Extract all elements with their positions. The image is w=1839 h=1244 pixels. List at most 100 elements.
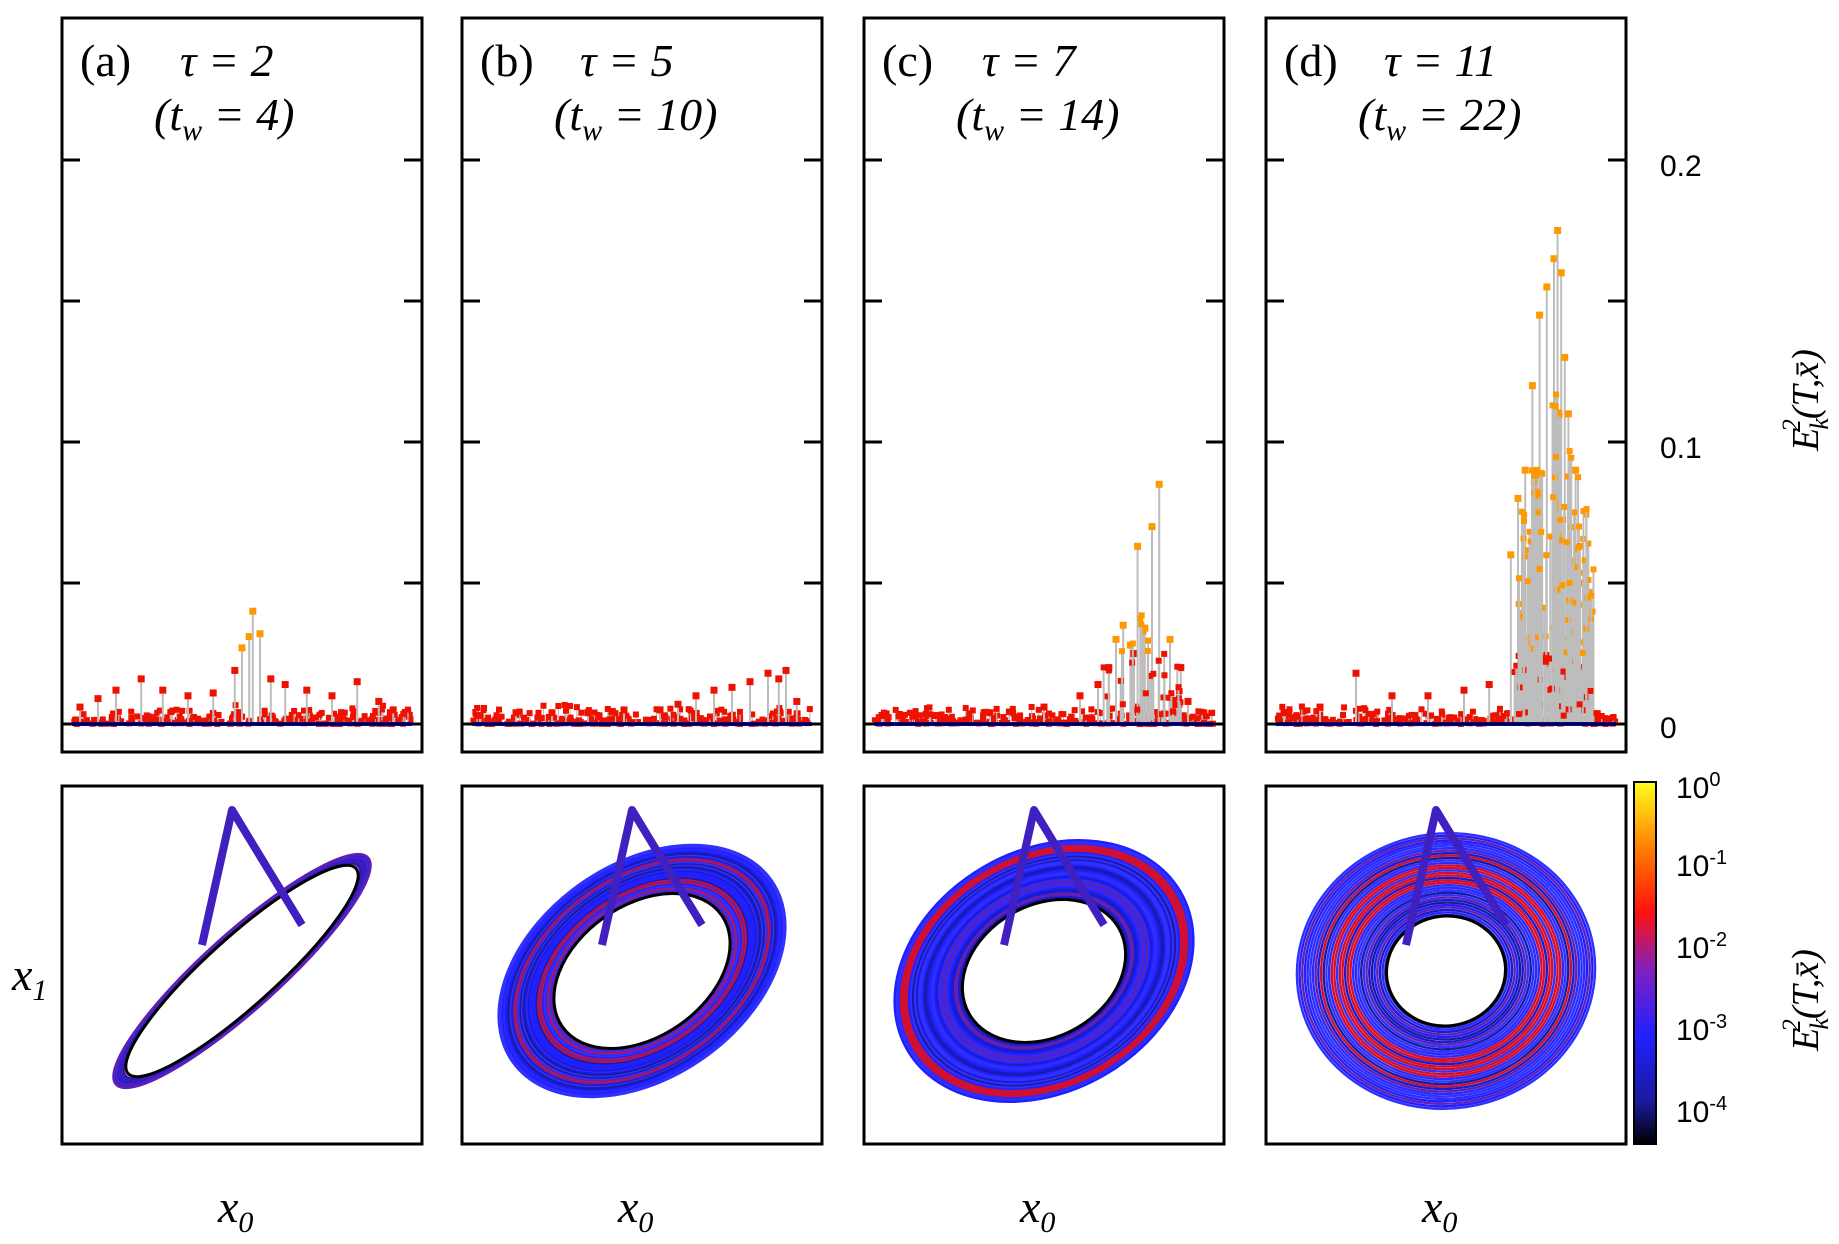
orbit-ring: [1319, 854, 1573, 1088]
point: [338, 709, 345, 716]
point: [173, 706, 180, 713]
point: [331, 710, 338, 717]
point: [1383, 717, 1390, 724]
point: [1424, 692, 1432, 700]
point: [521, 714, 528, 721]
y-tick-label-0: 0: [1660, 712, 1677, 745]
point: [496, 706, 503, 713]
orbit-ring: [510, 855, 774, 1087]
orbit-ring: [1368, 898, 1524, 1044]
orbit-ring: [497, 843, 787, 1099]
inner-orbit: [1385, 914, 1507, 1028]
point: [1564, 410, 1572, 418]
orbit-ring: [1354, 886, 1538, 1056]
point: [108, 716, 115, 723]
point: [1407, 716, 1414, 723]
point: [1533, 634, 1540, 641]
point: [164, 714, 171, 721]
orbit-ring: [508, 853, 776, 1089]
point: [1516, 575, 1523, 582]
point: [1316, 703, 1324, 711]
point: [493, 712, 500, 719]
bottom-panel-4: [1264, 784, 1628, 1146]
point: [159, 686, 167, 694]
point: [1576, 523, 1583, 530]
panel-tau: τ = 2: [180, 35, 274, 86]
orbit-ring: [534, 876, 750, 1066]
point: [1202, 713, 1209, 720]
point: [1294, 713, 1301, 720]
point: [1286, 718, 1293, 725]
point: [1278, 718, 1285, 725]
point: [1492, 712, 1499, 719]
point: [1469, 708, 1476, 715]
point: [1458, 711, 1465, 718]
point: [604, 705, 611, 712]
point: [1076, 692, 1084, 700]
point: [562, 707, 569, 714]
point: [1105, 667, 1112, 674]
orbit-ring: [947, 886, 1141, 1056]
point: [1536, 565, 1543, 572]
point: [1422, 710, 1429, 717]
point: [1040, 703, 1048, 711]
point: [901, 711, 908, 718]
point: [128, 714, 135, 721]
point: [391, 711, 398, 718]
point: [271, 717, 278, 724]
point: [512, 709, 520, 717]
point: [380, 702, 387, 709]
top-panel-frame: [60, 16, 424, 754]
point: [245, 633, 253, 641]
point: [687, 707, 694, 714]
point: [1439, 710, 1446, 717]
panel-tau: τ = 11: [1384, 35, 1497, 86]
point: [1161, 650, 1168, 657]
orbit-ring: [523, 866, 761, 1076]
point: [483, 718, 490, 725]
orbit-ring: [933, 874, 1155, 1068]
orbit-ring: [536, 877, 748, 1065]
point: [1511, 669, 1518, 676]
point: [238, 644, 246, 652]
point: [620, 706, 628, 714]
point: [980, 717, 987, 724]
point: [72, 717, 79, 724]
point: [1609, 714, 1616, 721]
point: [1585, 577, 1592, 584]
point: [1129, 640, 1136, 647]
colorbar-tick-labels: 100 10-1 10-2 10-3 10-4: [1676, 769, 1727, 1129]
orbit-ring: [500, 846, 784, 1096]
point: [1536, 311, 1544, 319]
point: [233, 714, 240, 721]
point: [1538, 528, 1545, 535]
point: [962, 704, 969, 711]
orbit-ring: [945, 884, 1143, 1058]
point: [1556, 409, 1563, 416]
point: [1174, 663, 1181, 670]
point: [1460, 686, 1468, 694]
point: [1545, 655, 1552, 662]
point: [1009, 705, 1016, 712]
point: [1133, 703, 1140, 710]
point: [895, 713, 902, 720]
point: [1572, 599, 1579, 606]
orbit-ring: [502, 848, 782, 1094]
point: [306, 707, 313, 714]
point: [1598, 712, 1605, 719]
point: [918, 718, 925, 725]
point: [349, 713, 356, 720]
point: [209, 689, 217, 697]
point: [1534, 466, 1541, 473]
orbit-ring: [513, 858, 771, 1084]
point: [134, 713, 141, 720]
point: [1529, 467, 1536, 474]
bottom-panel-3: [862, 784, 1226, 1146]
point: [927, 711, 934, 718]
point: [1359, 716, 1366, 723]
point: [152, 713, 159, 720]
orbit-ring: [1378, 908, 1514, 1034]
point: [337, 716, 344, 723]
point: [1289, 715, 1296, 722]
point: [782, 666, 790, 674]
